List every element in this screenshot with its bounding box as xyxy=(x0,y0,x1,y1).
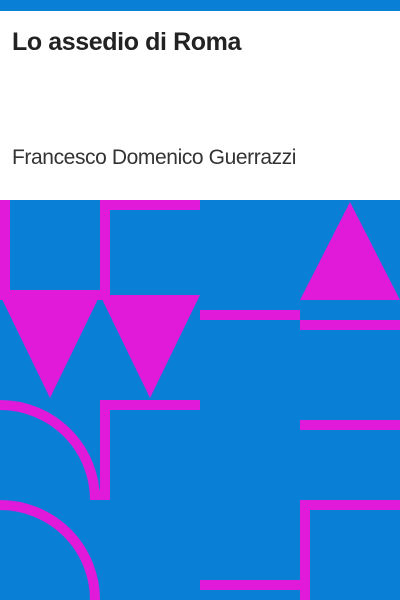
book-author: Francesco Domenico Guerrazzi xyxy=(12,146,297,169)
top-accent-bar xyxy=(0,0,400,11)
pattern-arc-lower xyxy=(0,500,100,600)
cover-pattern xyxy=(0,200,400,600)
pattern-bottom-right-l xyxy=(300,500,400,600)
book-title: Lo assedio di Roma xyxy=(12,28,241,56)
pattern-triangle-down-2 xyxy=(100,295,200,398)
pattern-shapes xyxy=(0,200,400,600)
pattern-triangles xyxy=(0,202,400,398)
pattern-l-shape xyxy=(100,400,200,500)
pattern-triangle-down-1 xyxy=(0,295,100,398)
pattern-arc-upper xyxy=(0,400,100,501)
pattern-triangle-up xyxy=(300,202,400,300)
